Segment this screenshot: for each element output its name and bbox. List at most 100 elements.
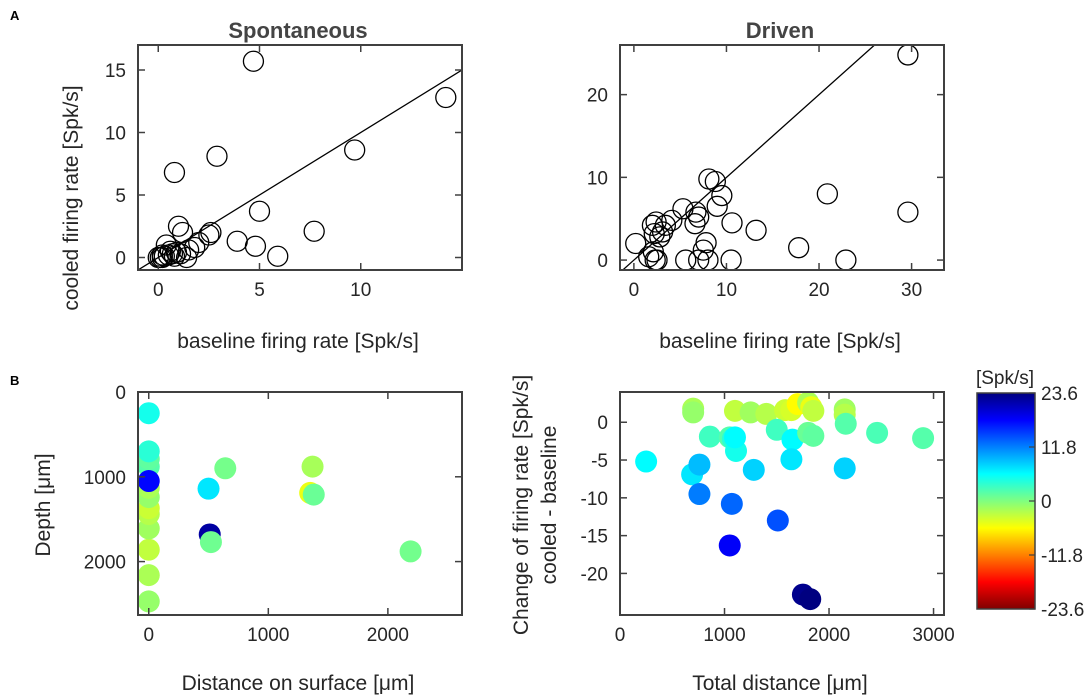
y-axis-label-depth-vs-surface: Depth [μm]	[32, 453, 55, 556]
colorbar-tick-label: -23.6	[1041, 600, 1084, 621]
x-tick-label: 1000	[703, 625, 745, 646]
data-point	[138, 538, 160, 561]
data-point	[138, 590, 160, 613]
panel-label-a: A	[10, 8, 20, 23]
colorbar-title: [Spk/s]	[976, 368, 1034, 389]
data-point	[248, 200, 271, 222]
data-point	[638, 246, 660, 268]
data-point	[780, 448, 803, 471]
y-tick-label: -15	[581, 527, 608, 548]
data-point	[835, 249, 857, 270]
colorbar: [Spk/s] 23.6 11.8 0 -11.8 -23.6	[976, 368, 1084, 621]
data-point	[138, 402, 160, 425]
x-tick-label: 2000	[367, 625, 409, 646]
data-point	[206, 145, 228, 167]
data-point	[635, 450, 658, 473]
data-point	[645, 211, 667, 233]
data-point	[643, 222, 665, 245]
identity-line	[138, 69, 462, 270]
data-point	[344, 139, 366, 161]
data-point	[745, 219, 767, 241]
data-point	[897, 201, 919, 223]
chart-depth-vs-surface: Distance on surface [μm] Depth [μm] 0 100…	[32, 383, 463, 695]
x-tick-label: 3000	[912, 625, 954, 646]
data-point	[692, 239, 714, 261]
data-point	[765, 418, 788, 441]
y-tick-label: 15	[105, 61, 126, 82]
plot-frame	[137, 44, 463, 271]
x-tick-label: 20	[808, 280, 829, 301]
colorbar-tick-label: -11.8	[1041, 546, 1083, 567]
data-points	[147, 50, 457, 269]
y-axis-label-change-line1: Change of firing rate [Spk/s]	[510, 375, 533, 635]
data-point	[816, 183, 839, 205]
identity-line	[621, 45, 876, 270]
x-tick-label: 5	[254, 280, 265, 301]
y-tick-label: 0	[597, 251, 608, 272]
x-tick-label: 0	[143, 625, 154, 646]
x-axis-label-spontaneous: baseline firing rate [Spk/s]	[177, 330, 419, 353]
x-tick-label: 0	[615, 625, 626, 646]
data-point	[788, 237, 810, 259]
data-point	[214, 457, 237, 480]
data-point	[711, 184, 733, 207]
x-axis-label-depth-vs-surface: Distance on surface [μm]	[182, 672, 415, 695]
y-axis-label-change-line2: cooled - baseline	[538, 426, 561, 585]
data-points	[625, 45, 919, 270]
data-point	[399, 540, 422, 563]
plot-frame	[619, 44, 945, 271]
plot-area-change-vs-total: 0 1000 2000 3000 0 -5 -10 -15 -20	[581, 391, 955, 646]
y-tick-label: -5	[591, 451, 608, 472]
data-point	[802, 424, 825, 447]
x-tick-label: 0	[153, 280, 164, 301]
colorbar-tick-label: 0	[1041, 492, 1052, 513]
plot-area-spontaneous: 0 5 10 0 5 10 15	[105, 44, 463, 301]
data-point	[685, 201, 707, 223]
panel-label-b: B	[10, 373, 19, 388]
data-point	[244, 235, 267, 257]
data-point	[163, 161, 186, 184]
data-point	[688, 453, 711, 476]
data-point	[718, 534, 741, 557]
y-tick-label: 5	[115, 186, 126, 207]
data-point	[766, 509, 789, 532]
data-points	[138, 402, 422, 613]
data-point	[912, 427, 935, 450]
data-point	[897, 45, 919, 66]
plot-area-driven: 0 10 20 30 0 10 20	[587, 44, 945, 301]
y-tick-label: 10	[587, 168, 608, 189]
data-point	[242, 50, 265, 72]
plot-area-depth-vs-surface: 0 1000 2000 0 1000 2000	[84, 383, 463, 646]
x-tick-label: 2000	[808, 625, 850, 646]
data-point	[688, 249, 710, 270]
data-points	[635, 392, 935, 611]
colorbar-tick-label: 11.8	[1041, 438, 1077, 459]
data-point	[199, 531, 222, 554]
chart-driven: Driven baseline firing rate [Spk/s] 0 10 2…	[587, 18, 945, 353]
chart-title-spontaneous: Spontaneous	[228, 18, 367, 43]
data-point	[704, 170, 726, 193]
data-point	[163, 245, 186, 267]
chart-spontaneous: Spontaneous baseline firing rate [Spk/s]…	[60, 18, 463, 353]
colorbar-tick-label: 23.6	[1041, 384, 1078, 405]
y-tick-label: -10	[581, 489, 608, 510]
data-point	[138, 470, 160, 493]
chart-change-vs-total: Total distance [μm] Change of firing rat…	[510, 375, 955, 695]
data-point	[802, 399, 825, 422]
data-point	[755, 402, 778, 425]
data-point	[697, 249, 719, 270]
data-point	[149, 246, 171, 269]
data-point	[672, 198, 694, 220]
chart-title-driven: Driven	[746, 18, 814, 43]
y-tick-label: 0	[115, 383, 126, 404]
y-tick-label: 10	[105, 124, 126, 145]
y-tick-label: 0	[115, 249, 126, 270]
data-point	[151, 244, 173, 266]
data-point	[646, 249, 668, 270]
data-point	[834, 412, 857, 435]
data-point	[720, 249, 742, 270]
data-point	[706, 195, 728, 217]
data-point	[720, 492, 743, 515]
data-point	[723, 426, 746, 449]
data-point	[435, 86, 457, 109]
